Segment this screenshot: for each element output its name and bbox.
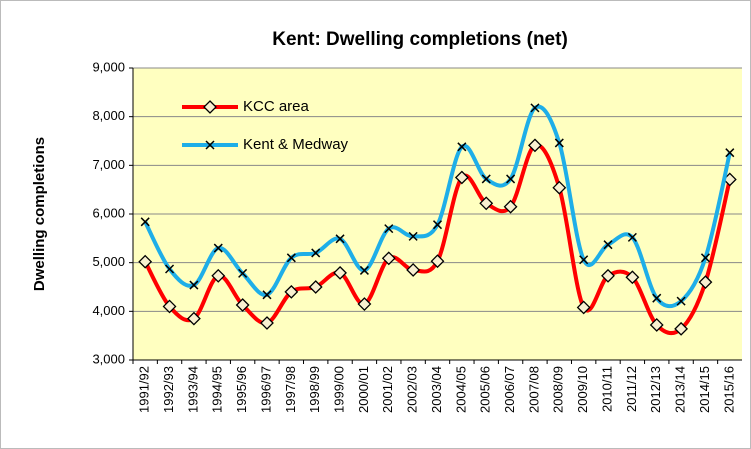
marker [554,138,564,148]
marker [601,268,615,283]
legend-marker [203,100,217,114]
marker [384,224,394,234]
marker [528,138,542,153]
marker [162,299,177,314]
marker [603,240,613,250]
x-tick-label: 2006/07 [502,366,517,413]
y-tick-label: 9,000 [92,59,125,74]
legend-label: KCC area [243,98,310,115]
marker [725,148,735,158]
x-tick-label: 2014/15 [697,366,712,413]
marker [235,298,250,312]
x-tick-label: 2000/01 [356,366,371,413]
x-tick-label: 2015/16 [721,366,736,413]
marker [262,290,272,300]
marker [552,180,567,195]
y-tick-label: 6,000 [92,205,125,220]
x-tick-label: 1997/98 [283,366,298,413]
marker [698,275,713,290]
legend-marker [205,140,215,150]
y-axis-label: Dwelling completions [31,137,48,291]
marker [454,170,469,185]
marker [260,316,274,330]
marker [700,253,710,263]
y-tick-label: 4,000 [92,303,125,318]
y-tick-label: 3,000 [92,351,125,366]
x-tick-label: 2001/02 [380,366,395,413]
marker [213,243,223,253]
x-tick-label: 2005/06 [478,366,493,413]
marker [503,199,518,214]
marker [408,231,418,241]
marker [238,268,248,278]
marker [649,318,664,332]
marker [627,232,637,242]
marker [284,284,299,299]
marker [576,300,591,315]
marker [432,220,443,230]
marker [286,253,296,263]
x-tick-label: 2012/13 [648,366,663,413]
chart-title: Kent: Dwelling completions (net) [272,29,568,50]
x-tick-label: 2002/03 [405,366,420,413]
x-tick-label: 2013/14 [673,366,688,413]
marker [625,270,640,285]
marker [430,254,445,269]
x-tick-label: 1992/93 [161,366,176,413]
marker [333,265,347,280]
y-tick-label: 7,000 [92,157,125,172]
marker [335,234,345,244]
marker [189,280,199,290]
y-tick-label: 5,000 [92,254,125,269]
marker [652,293,662,303]
x-tick-label: 2008/09 [551,366,566,413]
marker [140,217,150,227]
marker [676,296,686,306]
x-tick-label: 1996/97 [258,366,273,413]
marker [457,142,467,152]
x-tick-label: 2010/11 [599,366,614,412]
marker [530,103,540,113]
x-tick-label: 1991/92 [137,366,152,413]
marker [308,280,323,294]
x-tick-label: 2007/08 [526,366,541,413]
marker [481,174,491,184]
y-tick-label: 8,000 [92,108,125,123]
marker [479,196,494,211]
marker [211,268,226,283]
x-tick-label: 2004/05 [453,366,468,413]
x-tick-label: 1999/00 [331,366,346,413]
x-tick-label: 2009/10 [575,366,590,413]
marker [357,297,372,311]
marker [359,265,369,275]
marker [674,321,689,336]
x-tick-label: 1993/94 [185,366,200,413]
marker [165,264,175,274]
marker [311,248,321,258]
x-tick-label: 1995/96 [234,366,249,413]
x-tick-label: 2003/04 [429,366,444,413]
legend-label: Kent & Medway [243,136,349,153]
marker [579,255,589,265]
marker [506,174,516,184]
marker [381,251,396,266]
x-tick-label: 1994/95 [210,366,225,413]
marker [406,263,421,277]
marker [186,311,201,326]
x-tick-label: 1998/99 [307,366,322,413]
x-tick-label: 2011/12 [624,366,639,412]
marker [138,254,153,269]
